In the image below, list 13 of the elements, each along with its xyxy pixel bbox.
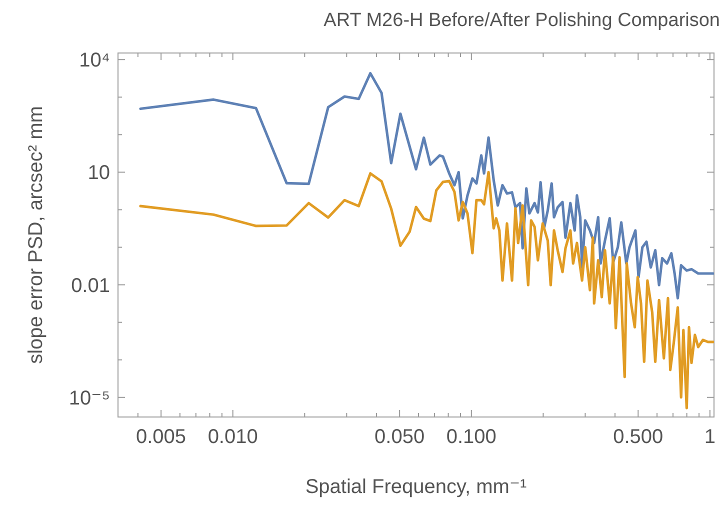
y-tick-label: 10⁻⁵ bbox=[68, 387, 110, 410]
x-tick-label: 0.005 bbox=[136, 426, 186, 448]
x-tick-label: 0.500 bbox=[613, 426, 664, 448]
y-tick-label: 10⁴ bbox=[79, 50, 110, 72]
chart-title: ART M26-H Before/After Polishing Comparison bbox=[324, 10, 720, 31]
y-axis-title: slope error PSD, arcsec² mm bbox=[25, 106, 47, 364]
y-tick-label: 10 bbox=[88, 162, 110, 184]
x-tick-label: 0.010 bbox=[208, 426, 258, 448]
x-tick-label: 0.050 bbox=[374, 426, 425, 448]
x-tick-label: 0.100 bbox=[446, 426, 496, 448]
y-tick-label: 0.01 bbox=[71, 274, 110, 297]
x-tick-label: 1 bbox=[704, 426, 716, 448]
x-axis-title: Spatial Frequency, mm⁻¹ bbox=[305, 476, 528, 498]
